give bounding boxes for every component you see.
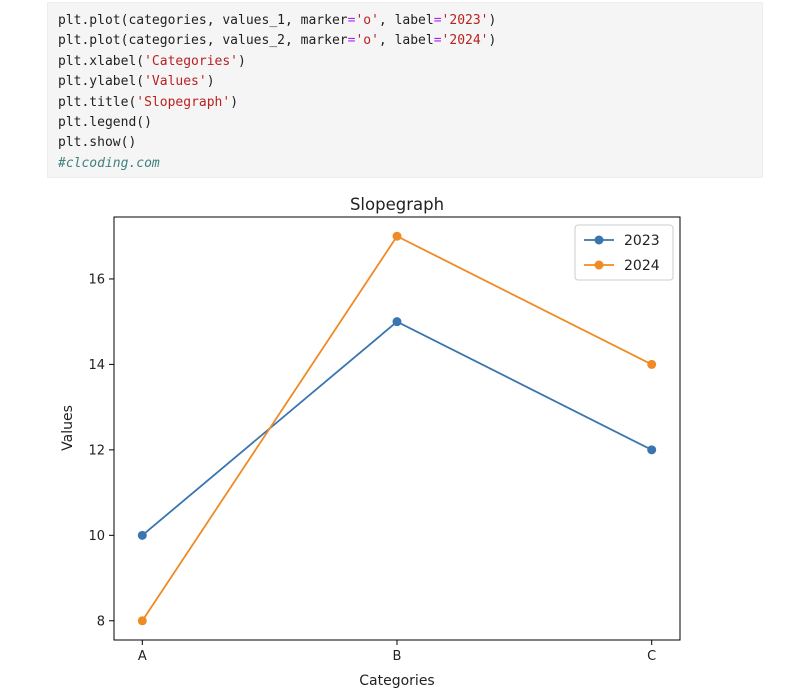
point-2023-B: [392, 317, 402, 327]
legend-label-2023: 2023: [624, 233, 660, 249]
y-tick-label-12: 12: [88, 443, 105, 458]
code-line-4: plt.ylabel('Values'): [58, 74, 215, 90]
x-axis-title: Categories: [359, 673, 434, 689]
legend-marker-2023: [594, 235, 604, 245]
y-tick-label-16: 16: [88, 272, 105, 287]
legend-marker-2024: [594, 260, 604, 270]
code-line-7: plt.show(): [58, 135, 137, 151]
plot-frame: [113, 216, 681, 641]
point-2024-B: [392, 231, 402, 241]
x-tick-label-A: A: [138, 649, 147, 664]
legend-label-2024: 2024: [624, 258, 660, 274]
series-line-2024: [141, 235, 653, 622]
code-line-1: plt.plot(categories, values_1, marker='o…: [58, 13, 497, 28]
y-tick-label-8: 8: [97, 614, 105, 629]
x-tick-label-C: C: [647, 649, 656, 664]
point-2023-A: [137, 530, 147, 540]
point-2023-C: [647, 445, 657, 455]
code-comment: #clcoding.com: [58, 155, 160, 171]
slopegraph-chart: A B C 8 10 12 14 16 Slopegraph Categories Value…: [60, 195, 681, 689]
legend: 2023 2024: [574, 224, 674, 281]
y-tick-label-10: 10: [88, 529, 105, 544]
series-line-2023: [141, 320, 653, 537]
point-2024-C: [647, 359, 657, 369]
point-2024-A: [137, 616, 147, 626]
code-line-3: plt.xlabel('Categories'): [58, 53, 246, 69]
code-line-5: plt.title('Slopegraph'): [58, 94, 239, 110]
code-cell: plt.plot(categories, values_1, marker='o…: [47, 2, 763, 178]
chart-title: Slopegraph: [350, 195, 444, 214]
code-line-2: plt.plot(categories, values_2, marker='o…: [58, 33, 497, 49]
y-axis-title: Values: [60, 405, 76, 451]
code-line-6: plt.legend(): [58, 114, 152, 130]
x-tick-label-B: B: [393, 649, 402, 664]
y-tick-label-14: 14: [88, 358, 105, 373]
